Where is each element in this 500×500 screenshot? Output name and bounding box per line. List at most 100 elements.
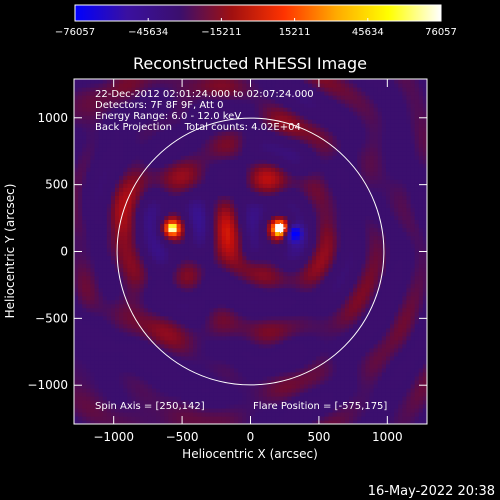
heatmap-cell: [106, 219, 112, 225]
heatmap-cell: [131, 223, 137, 229]
heatmap-cell: [147, 355, 153, 361]
heatmap-cell: [250, 239, 256, 245]
heatmap-cell: [180, 415, 186, 421]
heatmap-cell: [74, 211, 79, 216]
heatmap-cell: [205, 363, 211, 369]
heatmap-cell: [266, 307, 272, 313]
heatmap-cell: [168, 323, 174, 329]
heatmap-cell: [164, 199, 170, 204]
heatmap-cell: [250, 251, 256, 257]
heatmap-cell: [123, 215, 128, 221]
heatmap-cell: [258, 295, 264, 301]
heatmap-cell: [197, 343, 202, 349]
heatmap-cell: [197, 123, 202, 128]
heatmap-cell: [295, 323, 301, 329]
heatmap-cell: [78, 107, 83, 112]
heatmap-cell: [164, 107, 170, 112]
heatmap-cell: [188, 387, 194, 393]
heatmap-cell: [172, 131, 178, 136]
heatmap-cell: [307, 283, 313, 289]
heatmap-cell: [78, 299, 83, 305]
heatmap-cell: [90, 403, 96, 409]
heatmap-cell: [258, 87, 264, 92]
heatmap-cell: [82, 327, 87, 333]
heatmap-cell: [90, 219, 96, 225]
heatmap-cell: [221, 267, 227, 273]
heatmap-cell: [238, 271, 243, 277]
heatmap-cell: [303, 123, 309, 128]
heatmap-cell: [102, 371, 108, 377]
heatmap-cell: [279, 267, 284, 273]
heatmap-cell: [283, 143, 289, 148]
heatmap-cell: [160, 391, 165, 397]
heatmap-cell: [303, 359, 309, 365]
heatmap-cell: [102, 351, 108, 357]
heatmap-cell: [160, 211, 165, 216]
heatmap-cell: [102, 251, 108, 257]
heatmap-cell: [98, 343, 104, 349]
heatmap-cell: [180, 331, 186, 337]
heatmap-cell: [180, 167, 186, 172]
heatmap-cell: [135, 255, 141, 261]
heatmap-cell: [205, 339, 211, 345]
heatmap-cell: [271, 175, 276, 180]
heatmap-cell: [78, 391, 83, 397]
heatmap-cell: [160, 311, 165, 317]
heatmap-cell: [262, 203, 268, 208]
heatmap-cell: [164, 255, 170, 261]
heatmap-cell: [217, 99, 223, 104]
heatmap-cell: [123, 271, 128, 277]
heatmap-cell: [299, 379, 305, 385]
heatmap-cell: [156, 159, 161, 164]
heatmap-cell: [90, 239, 96, 245]
heatmap-cell: [275, 191, 280, 196]
heatmap-cell: [78, 255, 83, 261]
heatmap-cell: [98, 135, 104, 140]
heatmap-cell: [110, 239, 116, 245]
heatmap-cell: [168, 335, 174, 341]
heatmap-cell: [266, 123, 272, 128]
heatmap-cell: [74, 415, 79, 421]
heatmap-cell: [234, 91, 239, 96]
heatmap-cell: [160, 155, 165, 160]
heatmap-cell: [90, 95, 96, 100]
heatmap-cell: [131, 143, 137, 148]
heatmap-cell: [275, 267, 280, 273]
heatmap-cell: [164, 383, 170, 389]
heatmap-cell: [168, 223, 174, 229]
heatmap-cell: [205, 263, 211, 269]
heatmap-cell: [106, 239, 112, 245]
heatmap-cell: [287, 367, 293, 373]
heatmap-cell: [258, 363, 264, 369]
heatmap-cell: [143, 419, 149, 424]
heatmap-cell: [238, 299, 243, 305]
heatmap-cell: [74, 203, 79, 208]
heatmap-cell: [82, 195, 87, 200]
heatmap-cell: [283, 383, 289, 389]
heatmap-cell: [229, 371, 235, 377]
heatmap-cell: [172, 267, 178, 273]
heatmap-cell: [283, 115, 289, 120]
heatmap-cell: [78, 283, 83, 289]
heatmap-cell: [82, 375, 87, 381]
heatmap-cell: [143, 415, 149, 421]
heatmap-cell: [246, 247, 252, 253]
heatmap-cell: [221, 103, 227, 108]
heatmap-cell: [156, 139, 161, 144]
heatmap-cell: [254, 259, 260, 265]
heatmap-cell: [102, 319, 108, 325]
heatmap-cell: [151, 323, 157, 329]
heatmap-cell: [205, 203, 211, 208]
heatmap-cell: [184, 355, 190, 361]
heatmap-cell: [164, 351, 170, 357]
heatmap-cell: [307, 247, 313, 253]
heatmap-cell: [201, 199, 206, 204]
heatmap-cell: [143, 115, 149, 120]
heatmap-cell: [307, 287, 313, 293]
heatmap-cell: [180, 299, 186, 305]
heatmap-cell: [197, 347, 202, 353]
heatmap-cell: [201, 371, 206, 377]
heatmap-cell: [106, 339, 112, 345]
heatmap-cell: [213, 291, 219, 297]
heatmap-cell: [225, 303, 231, 309]
